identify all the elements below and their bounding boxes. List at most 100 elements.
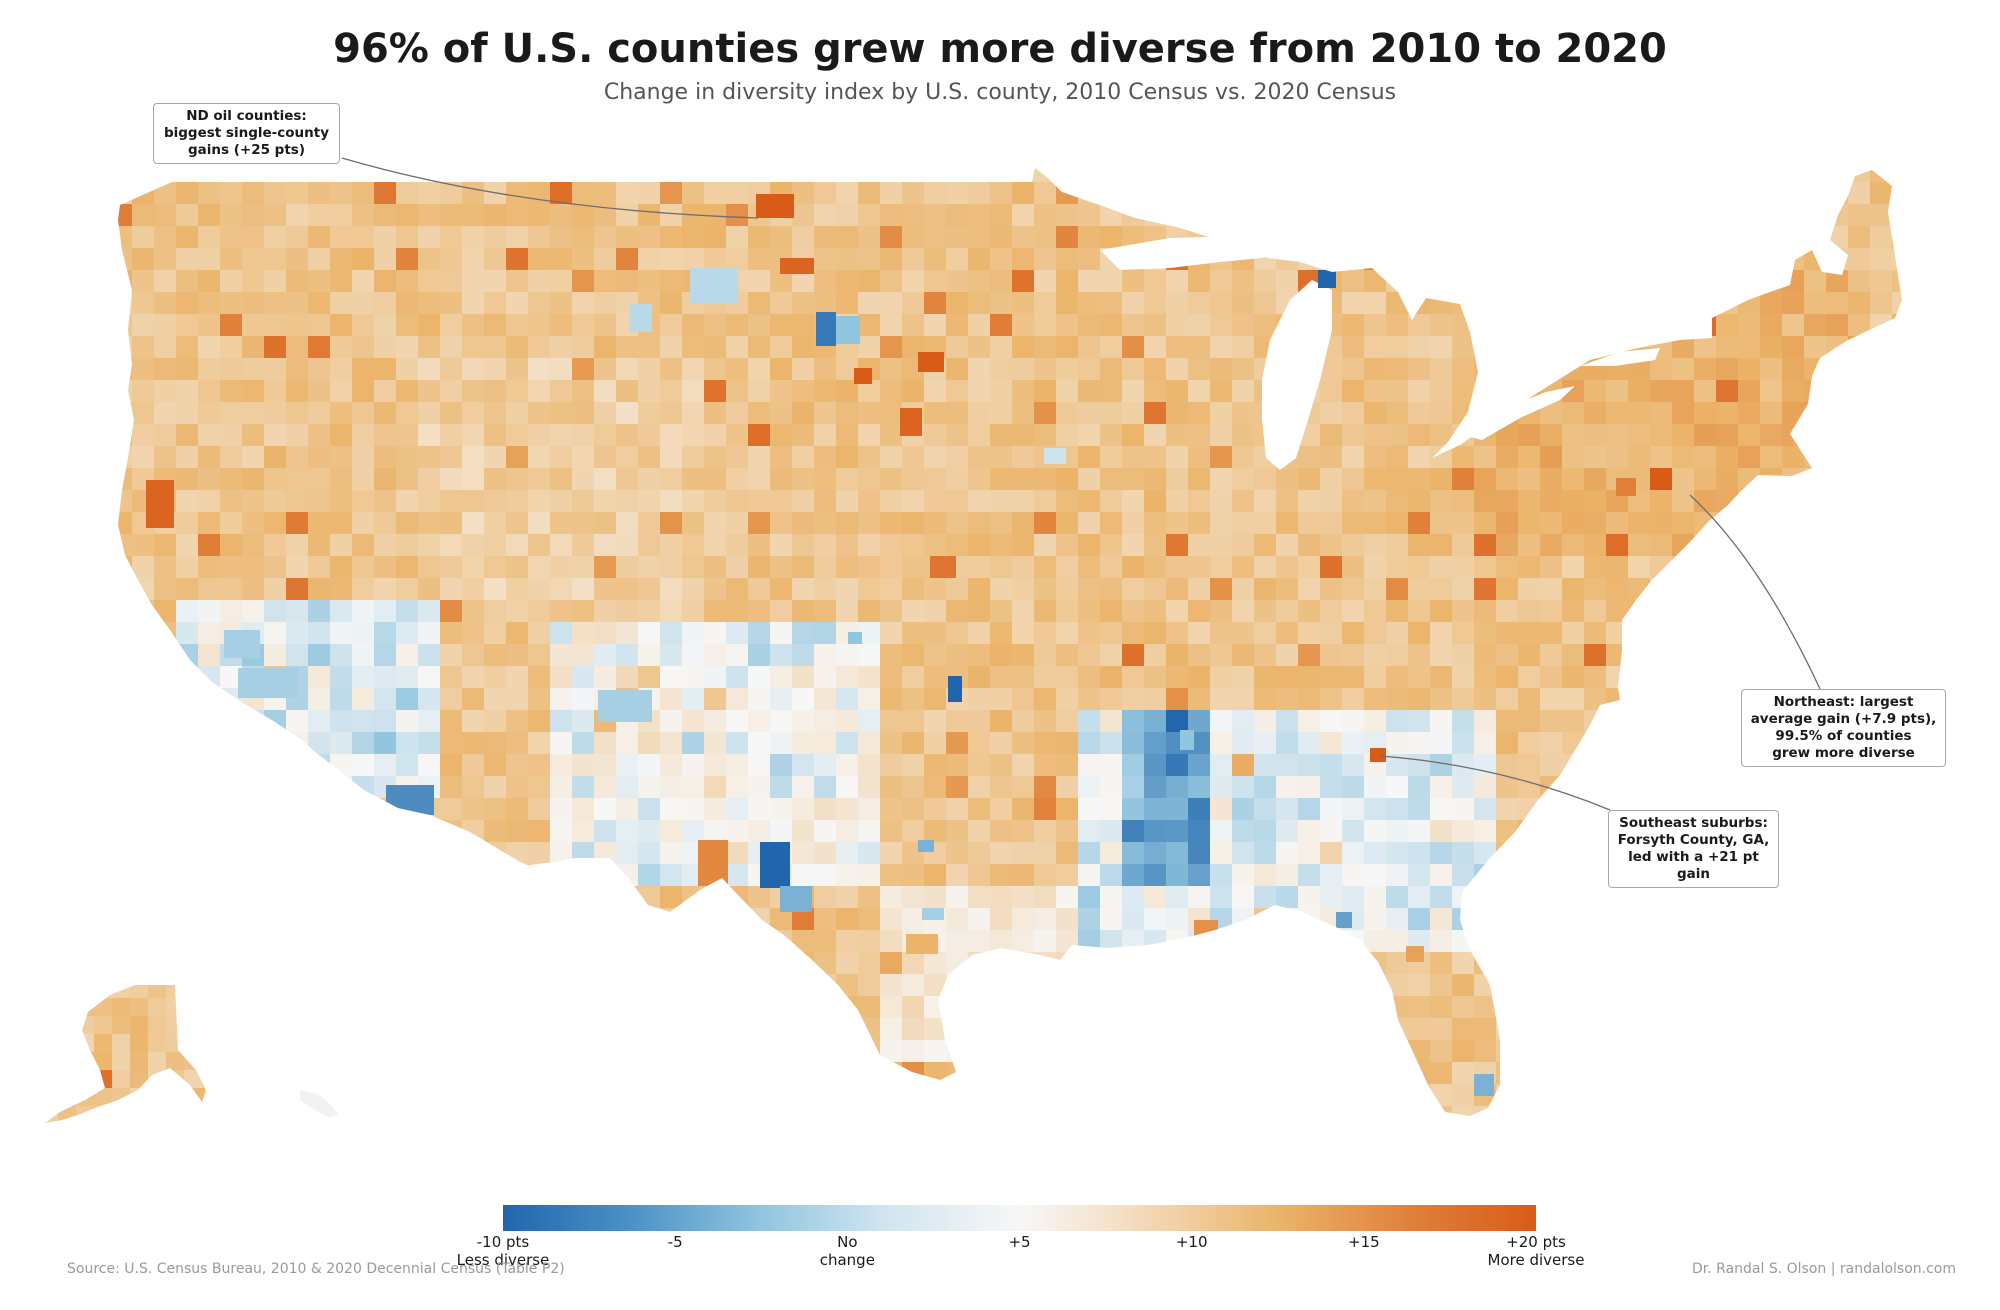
county-cell [1672, 776, 1695, 799]
county-cell [286, 1106, 309, 1116]
county-cell [726, 710, 749, 733]
county-cell [1408, 864, 1431, 887]
county-cell [506, 182, 529, 205]
county-cell [506, 424, 529, 447]
county-cell [704, 578, 727, 601]
county-cell [484, 336, 507, 359]
county-cell [198, 776, 221, 799]
county-cell [1694, 666, 1717, 689]
county-cell [1650, 380, 1673, 403]
county-cell [506, 952, 529, 975]
county-cell [968, 292, 991, 315]
county-cell [1672, 1062, 1695, 1085]
county-cell [198, 710, 221, 733]
county-cell [638, 402, 661, 425]
county-cell [1364, 336, 1387, 359]
county-cell [1408, 534, 1431, 557]
county-cell [1848, 1106, 1871, 1116]
county-cell [792, 820, 815, 843]
county-cell [660, 952, 683, 975]
county-cell [1782, 666, 1805, 689]
county-cell [924, 600, 947, 623]
county-cell [1518, 336, 1541, 359]
county-cell [396, 600, 419, 623]
county-cell [616, 358, 639, 381]
county-cell [484, 754, 507, 777]
county-cell [1188, 204, 1211, 227]
county-cell [814, 974, 837, 997]
county-cell [792, 270, 815, 293]
county-cell [154, 798, 177, 821]
county-cell [836, 952, 859, 975]
county-cell [1628, 776, 1651, 799]
county-cell [1540, 908, 1563, 931]
county-cell [1034, 292, 1057, 315]
county-cell [1100, 446, 1123, 469]
county-cell [968, 1084, 991, 1107]
county-cell [660, 556, 683, 579]
county-cell [682, 424, 705, 447]
county-cell [1364, 402, 1387, 425]
county-cell [1342, 996, 1365, 1019]
county-cell [242, 270, 265, 293]
county-cell [1474, 644, 1497, 667]
county-cell [1452, 204, 1475, 227]
county-cell [748, 1084, 771, 1107]
county-cell [58, 985, 77, 999]
county-cell [132, 226, 155, 249]
county-cell [242, 996, 265, 1019]
county-cell [352, 336, 375, 359]
county-cell [264, 1106, 287, 1116]
county-cell [836, 1106, 859, 1116]
county-cell [836, 556, 859, 579]
county-cell [594, 468, 617, 491]
county-cell [946, 1084, 969, 1107]
county-cell [1122, 1018, 1145, 1041]
county-cell [792, 468, 815, 491]
county-cell [660, 600, 683, 623]
county-cell [1474, 820, 1497, 843]
county-cell [1716, 424, 1739, 447]
county-cell [1804, 270, 1827, 293]
county-cell [1166, 1018, 1189, 1041]
county-cell [594, 622, 617, 645]
county-cell [242, 754, 265, 777]
county-cell [1452, 622, 1475, 645]
county-cell [352, 908, 375, 931]
county-cell [462, 710, 485, 733]
county-cell [1364, 1106, 1387, 1116]
county-cell [638, 446, 661, 469]
county-cell [1496, 336, 1519, 359]
county-cell [1430, 204, 1453, 227]
county-cell [286, 578, 309, 601]
county-cell [352, 996, 375, 1019]
county-cell [858, 292, 881, 315]
county-cell [1496, 512, 1519, 535]
county-cell [1782, 578, 1805, 601]
county-cell [462, 1040, 485, 1063]
county-cell [1342, 754, 1365, 777]
county-cell [308, 908, 331, 931]
county-cell [1144, 424, 1167, 447]
county-cell [220, 930, 243, 953]
county-cell [1474, 182, 1497, 205]
county-cell [1474, 556, 1497, 579]
county-cell [814, 1062, 837, 1085]
county-cell [1672, 380, 1695, 403]
county-cell [1496, 534, 1519, 557]
county-cell [616, 930, 639, 953]
county-cell [1100, 952, 1123, 975]
county-cell [1848, 886, 1871, 909]
county-cell [396, 556, 419, 579]
county-cell [1012, 1084, 1035, 1107]
county-cell [1540, 578, 1563, 601]
annotation-southeast: Southeast suburbs: Forsyth County, GA, l… [1608, 810, 1779, 888]
county-cell [1518, 952, 1541, 975]
county-cell [308, 226, 331, 249]
county-cell [1254, 292, 1277, 315]
county-cell [1782, 864, 1805, 887]
county-cell [1540, 402, 1563, 425]
county-cell [462, 732, 485, 755]
county-cell [1144, 402, 1167, 425]
county-cell [118, 468, 133, 491]
